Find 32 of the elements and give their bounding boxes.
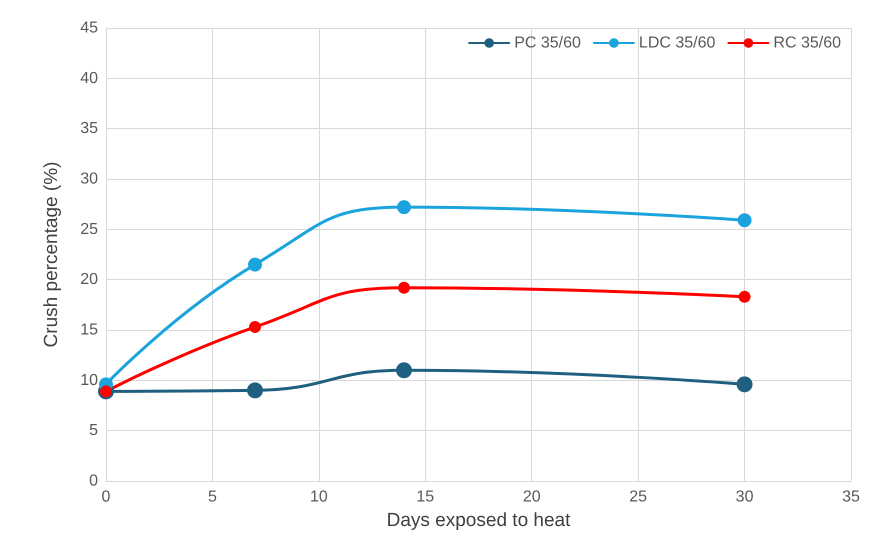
- y-tick-label: 20: [80, 271, 98, 288]
- y-axis-title: Crush percentage (%): [41, 162, 62, 348]
- x-tick-label: 30: [736, 488, 754, 506]
- point: [738, 290, 751, 303]
- point: [247, 382, 263, 398]
- legend-label: RC 35/60: [773, 34, 842, 52]
- point: [738, 213, 752, 228]
- y-tick-label: 5: [89, 422, 98, 440]
- legend-label: LDC 35/60: [638, 34, 716, 52]
- y-tick-label: 10: [80, 372, 98, 389]
- point: [396, 362, 412, 378]
- y-tick-label: 25: [80, 220, 98, 238]
- y-tick-label: 15: [80, 322, 98, 338]
- point: [249, 320, 261, 333]
- x-tick-label: 25: [629, 488, 648, 506]
- x-tick-label: 5: [208, 488, 217, 506]
- y-tick-label: 45: [80, 20, 98, 36]
- x-tick-label: 0: [102, 488, 111, 506]
- x-tick-label: 15: [416, 488, 434, 506]
- x-tick-label: 35: [842, 488, 860, 506]
- x-tick-label: 20: [522, 488, 541, 506]
- y-tick-label: 35: [80, 120, 98, 138]
- y-tick-label: 40: [80, 70, 98, 87]
- y-tick-label: 0: [89, 472, 98, 490]
- point: [397, 200, 411, 214]
- point: [398, 282, 410, 294]
- point: [736, 376, 753, 392]
- y-tick-label: 30: [80, 170, 98, 188]
- legend-label: PC 35/60: [514, 34, 582, 52]
- point: [248, 258, 262, 272]
- x-tick-label: 10: [310, 488, 328, 506]
- x-axis-title: Days exposed to heat: [386, 510, 572, 531]
